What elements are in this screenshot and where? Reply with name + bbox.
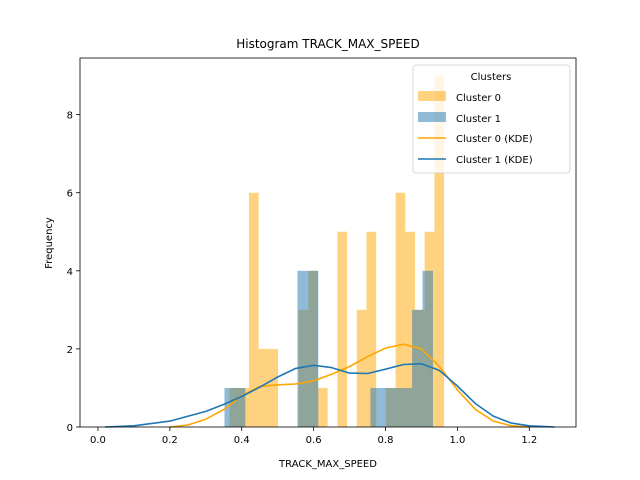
x-tick-label: 0.4 [234,435,250,446]
x-tick-label: 1.0 [449,435,465,446]
y-tick-label: 2 [67,345,73,356]
cluster-0-bar-12 [395,192,406,427]
cluster-1-kde-line [105,362,555,428]
cluster-1-bar-5 [380,387,392,427]
y-tick-label: 6 [67,189,73,200]
y-axis-ticks: 0 2 4 6 8 [67,111,80,434]
x-axis-ticks: 0.0 0.2 0.4 0.6 0.8 1.0 1.2 [90,427,537,446]
legend-label-cluster-0-kde: Cluster 0 (KDE) [456,134,533,145]
cluster-0-kde-line [169,343,530,428]
legend-label-cluster-1: Cluster 1 [456,114,501,125]
cluster-0-bar-9 [356,309,367,427]
cluster-0-bar-10 [366,231,377,427]
cluster-0-bar-16 [434,75,445,428]
cluster-0-bar-8 [337,231,348,427]
cluster-1-bar-2 [297,270,308,427]
x-tick-label: 1.2 [521,435,537,446]
y-axis-label: Frequency [44,217,55,269]
chart-title: Histogram TRACK_MAX_SPEED [236,37,420,51]
cluster-1-bar-8 [412,309,423,427]
x-axis-label: TRACK_MAX_SPEED [278,459,377,470]
legend-label-cluster-0: Cluster 0 [456,93,501,104]
cluster-0-bar-4 [268,348,279,427]
legend-label-cluster-1-kde: Cluster 1 (KDE) [456,155,533,166]
cluster-1-bar-0 [224,387,235,427]
x-tick-label: 0.6 [306,435,322,446]
legend-swatch-cluster-0 [418,91,446,101]
x-tick-label: 0.0 [90,435,106,446]
cluster-1-bar-9 [422,270,433,427]
cluster-1-bar-3 [307,270,319,427]
cluster-0-bar-3 [258,348,269,427]
y-tick-label: 4 [67,267,73,278]
x-tick-label: 0.2 [162,435,178,446]
y-tick-label: 8 [67,111,73,122]
y-tick-label: 0 [67,423,73,434]
kde-curves [105,343,555,428]
cluster-1-bars [224,270,433,427]
cluster-0-bar-7 [317,387,328,427]
plot-area [105,75,555,428]
cluster-0-bar-2 [248,192,259,427]
cluster-1-bar-4 [370,387,381,427]
legend: Clusters Cluster 0 Cluster 1 Cluster 0 (… [412,64,571,174]
legend-box [412,64,571,174]
legend-title: Clusters [471,72,512,83]
cluster-0-bar-13 [405,231,415,427]
cluster-1-bar-1 [234,387,246,427]
cluster-1-bar-6 [391,387,402,427]
x-tick-label: 0.8 [378,435,394,446]
legend-swatch-cluster-1 [418,112,446,122]
cluster-1-bar-7 [401,387,413,427]
plot-frame [79,57,577,428]
